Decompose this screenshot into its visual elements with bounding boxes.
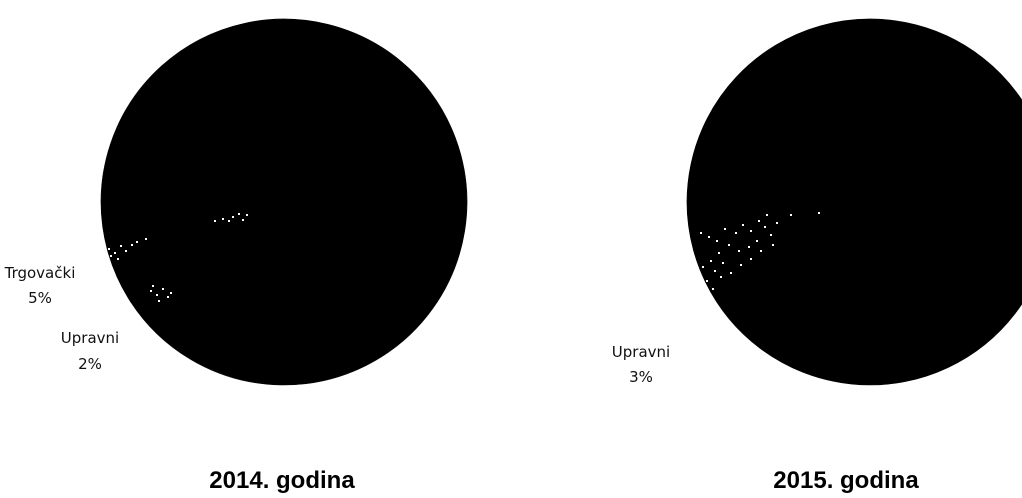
slice-labels-2014: Trgovački 5% Upravni 2% [4,264,120,373]
speckle-mark [694,302,696,304]
speckle-mark [714,270,716,272]
speckle-texture-2015 [664,212,820,304]
speckle-mark [702,266,704,268]
speckle-mark [766,214,768,216]
speckle-mark [694,272,696,274]
speckle-mark [770,234,772,236]
speckle-mark [760,250,762,252]
speckle-mark [152,285,154,287]
speckle-mark [162,288,164,290]
speckle-mark [680,290,682,292]
speckle-mark [730,272,732,274]
speckle-mark [170,292,172,294]
speckle-mark [790,214,792,216]
speckle-mark [742,224,744,226]
pie-chart-2014: Trgovački 5% Upravni 2% 2014. godina [4,18,468,494]
speckle-mark [145,238,147,240]
speckle-mark [818,212,820,214]
slice-label-name: Upravni [61,329,119,347]
speckle-mark [117,258,119,260]
pie-slices-2014 [100,18,468,386]
speckle-mark [772,244,774,246]
speckle-mark [158,300,160,302]
speckle-mark [684,256,686,258]
speckle-mark [672,248,674,250]
speckle-mark [676,266,678,268]
speckle-mark [150,290,152,292]
speckle-mark [131,244,133,246]
speckle-mark [698,288,700,290]
speckle-mark [114,252,116,254]
speckle-mark [238,213,240,215]
speckle-mark [720,276,722,278]
speckle-mark [748,246,750,248]
speckle-mark [776,222,778,224]
speckle-texture-2014 [108,213,248,302]
chart-title-2014: 2014. godina [209,467,355,494]
pie-slice-other [686,18,1022,386]
speckle-mark [690,282,692,284]
slice-label-name: Trgovački [4,264,76,282]
slice-label-value: 3% [629,368,653,386]
speckle-mark [125,250,127,252]
chart-title-2015: 2015. godina [773,467,919,494]
speckle-mark [232,216,234,218]
pie-slice-other [100,18,468,386]
pie-slices-2015 [686,18,1022,386]
speckle-mark [706,280,708,282]
speckle-mark [750,230,752,232]
speckle-mark [708,236,710,238]
speckle-mark [722,262,724,264]
speckle-mark [156,294,158,296]
speckle-mark [228,220,230,222]
speckle-mark [120,245,122,247]
speckle-mark [716,240,718,242]
speckle-mark [686,296,688,298]
speckle-mark [750,258,752,260]
speckle-mark [136,241,138,243]
speckle-mark [700,232,702,234]
speckle-mark [740,264,742,266]
slice-label-value: 5% [28,289,52,307]
speckle-mark [242,219,244,221]
speckle-mark [664,236,666,238]
speckle-mark [718,252,720,254]
speckle-mark [710,260,712,262]
speckle-mark [246,214,248,216]
speckle-mark [758,220,760,222]
slice-label-name: Upravni [612,343,670,361]
pie-chart-2015: Upravni 3% 2015. godina [612,18,1022,494]
speckle-mark [728,244,730,246]
slice-labels-2015: Upravni 3% [612,343,670,386]
speckle-mark [108,248,110,250]
speckle-mark [738,250,740,252]
speckle-mark [756,240,758,242]
speckle-mark [110,255,112,257]
speckle-mark [222,218,224,220]
speckle-mark [712,288,714,290]
slice-label-value: 2% [78,355,102,373]
speckle-mark [735,232,737,234]
speckle-mark [764,226,766,228]
speckle-mark [700,296,702,298]
speckle-mark [724,228,726,230]
speckle-mark [214,220,216,222]
speckle-mark [167,296,169,298]
